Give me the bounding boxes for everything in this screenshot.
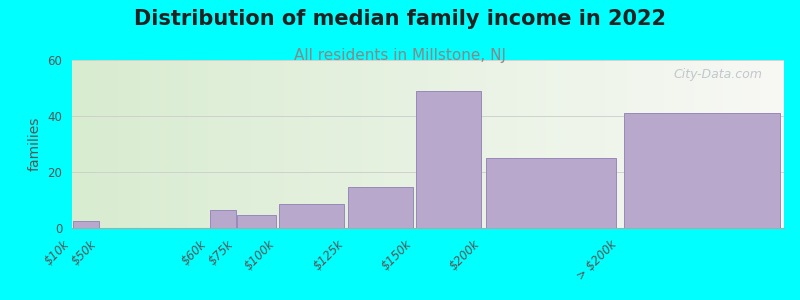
Bar (416, 91, 481, 228)
Bar (238, 215, 276, 228)
Bar (624, 113, 780, 228)
Bar (73, 221, 98, 228)
Text: City-Data.com: City-Data.com (674, 68, 762, 81)
Text: Distribution of median family income in 2022: Distribution of median family income in … (134, 9, 666, 29)
Bar (279, 204, 344, 228)
Y-axis label: families: families (28, 117, 42, 171)
Bar (347, 188, 413, 228)
Text: All residents in Millstone, NJ: All residents in Millstone, NJ (294, 48, 506, 63)
Bar (210, 210, 236, 228)
Bar (486, 158, 616, 228)
